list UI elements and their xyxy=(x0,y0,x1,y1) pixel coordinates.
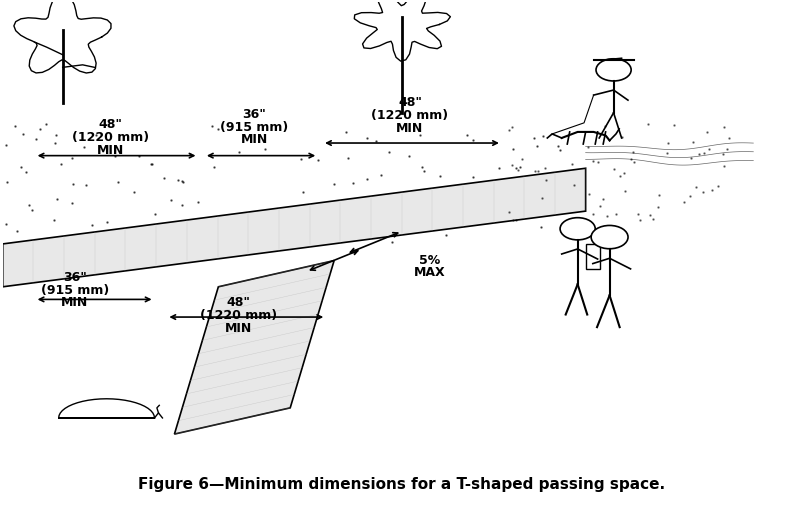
Text: MIN: MIN xyxy=(240,133,267,146)
Text: MAX: MAX xyxy=(414,266,445,278)
Polygon shape xyxy=(59,399,154,418)
Text: 48": 48" xyxy=(397,96,422,109)
Circle shape xyxy=(595,60,630,82)
Circle shape xyxy=(590,226,627,249)
Text: (1220 mm): (1220 mm) xyxy=(72,131,149,144)
Circle shape xyxy=(560,218,594,240)
Text: (915 mm): (915 mm) xyxy=(40,283,108,296)
Text: MIN: MIN xyxy=(97,144,124,156)
Text: 36": 36" xyxy=(63,271,87,284)
Text: 48": 48" xyxy=(226,296,250,309)
Text: MIN: MIN xyxy=(396,122,423,135)
Text: Figure 6—Minimum dimensions for a T-shaped passing space.: Figure 6—Minimum dimensions for a T-shap… xyxy=(138,476,665,491)
Polygon shape xyxy=(354,0,450,62)
Text: (1220 mm): (1220 mm) xyxy=(199,308,276,321)
Text: MIN: MIN xyxy=(224,321,251,334)
Text: 36": 36" xyxy=(242,108,266,121)
Text: (915 mm): (915 mm) xyxy=(220,121,288,134)
Polygon shape xyxy=(174,261,334,434)
Text: 5%: 5% xyxy=(419,253,440,266)
Polygon shape xyxy=(14,0,111,74)
Text: (1220 mm): (1220 mm) xyxy=(371,109,448,122)
Polygon shape xyxy=(585,244,599,270)
Text: MIN: MIN xyxy=(61,296,88,309)
Text: 48": 48" xyxy=(99,118,122,131)
Polygon shape xyxy=(2,169,585,287)
